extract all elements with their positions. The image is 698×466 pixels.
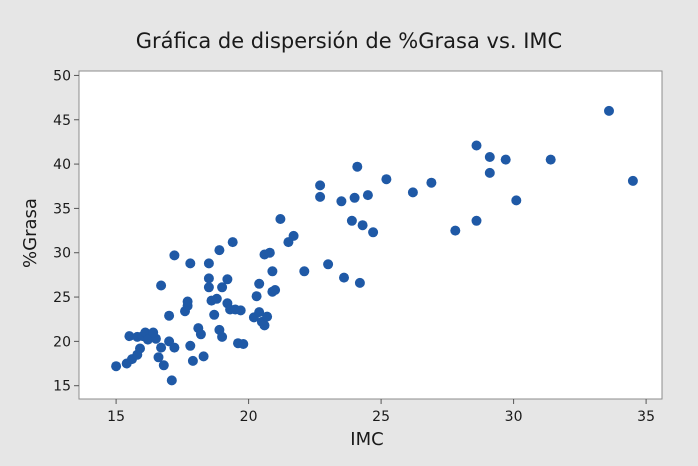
data-point [222,274,233,285]
data-point [426,177,437,188]
data-point [198,351,209,362]
data-point [166,375,177,386]
data-point [164,310,175,321]
data-point [349,192,360,203]
x-axis: 15 20 25 30 35 [107,399,655,425]
data-point [450,225,461,236]
data-point [195,329,206,340]
data-point [124,331,135,342]
data-point [227,237,238,248]
y-tick-label: 25 [53,290,71,306]
y-tick-label: 35 [53,201,71,217]
data-point [142,334,153,345]
x-tick-label: 15 [107,409,125,425]
data-point [484,167,495,178]
y-tick-label: 30 [53,246,71,262]
data-point [185,258,196,269]
data-point [238,339,249,349]
data-point [368,227,379,238]
data-point [299,266,310,277]
y-tick-label: 40 [53,157,71,173]
data-point [357,220,368,231]
data-point [270,285,281,295]
data-point [203,273,214,284]
data-point [169,342,180,353]
data-point [471,215,482,226]
data-point [148,327,159,338]
data-point [500,154,511,165]
data-point [315,180,326,191]
data-point [511,195,522,206]
data-point [187,355,198,366]
data-point [169,250,180,261]
y-tick-label: 45 [53,113,71,129]
data-point [203,282,214,293]
data-point [381,174,392,185]
data-point [604,105,614,116]
data-point [259,320,270,331]
data-point [262,311,273,322]
data-point [156,280,167,291]
data-point [288,230,299,241]
data-point [217,282,228,293]
data-point [407,187,418,198]
data-point [362,190,373,201]
data-point [111,361,122,372]
data-point [153,352,164,363]
data-point [484,152,495,162]
data-point [336,196,347,207]
x-tick-label: 25 [372,409,390,425]
data-point [217,331,228,342]
data-point [545,154,556,165]
y-tick-label: 20 [53,334,71,350]
data-point [352,161,363,172]
data-point [235,305,246,316]
x-tick-label: 30 [505,409,523,425]
data-point [339,272,349,283]
data-point [627,175,638,186]
x-axis-label: IMC [350,429,383,450]
data-point [346,215,357,226]
data-point [135,343,145,354]
data-point [323,259,334,270]
y-tick-label: 50 [53,68,71,84]
data-point [471,140,482,151]
data-point [156,342,167,353]
data-point [211,293,222,304]
x-tick-label: 20 [240,409,258,425]
data-point [275,214,286,224]
data-point [203,258,214,269]
chart-title: Gráfica de dispersión de %Grasa vs. IMC [136,29,562,53]
data-point [214,245,225,256]
data-point [354,277,365,288]
data-point [185,340,196,351]
x-tick-label: 35 [637,409,655,425]
y-axis: 15 20 25 30 35 40 45 50 [53,68,79,395]
y-axis-label: %Grasa [20,198,41,268]
data-point [254,278,265,289]
data-point [251,291,262,302]
data-point [315,191,326,202]
data-point [158,360,169,371]
data-point [264,247,275,258]
y-tick-label: 15 [53,379,71,395]
data-point [254,307,265,318]
data-point [182,296,193,307]
data-point [267,266,278,277]
data-points [111,105,638,386]
data-point [209,309,220,320]
